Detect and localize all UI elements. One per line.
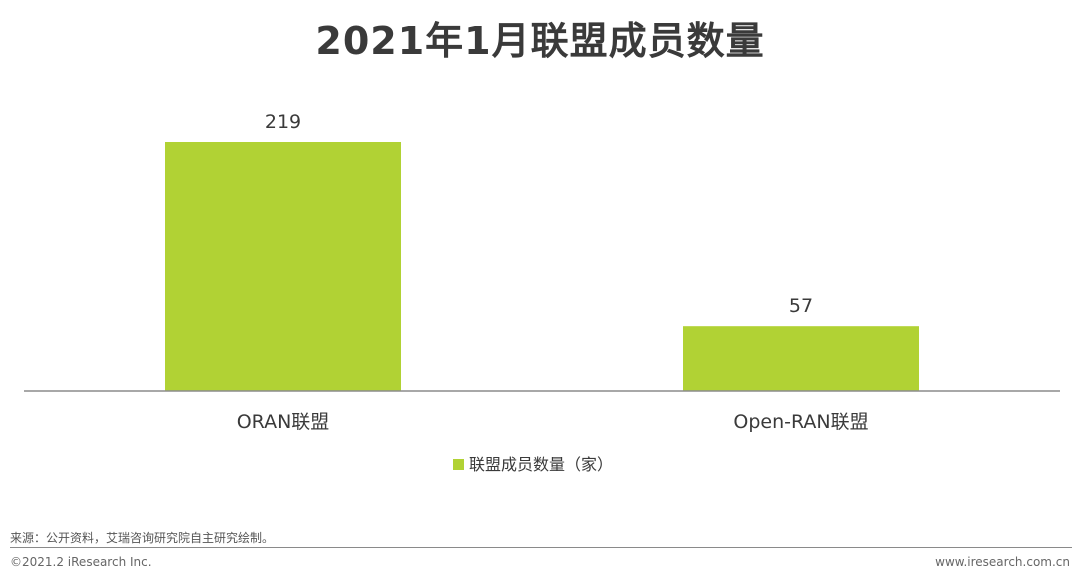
bar-chart: 219 ORAN联盟 57 Open-RAN联盟 联盟成员数量（家） xyxy=(0,0,1080,520)
category-label-1: Open-RAN联盟 xyxy=(733,411,868,433)
footer-divider xyxy=(10,547,1072,548)
legend-swatch xyxy=(453,459,464,470)
category-label-0: ORAN联盟 xyxy=(237,411,330,433)
website-url[interactable]: www.iresearch.com.cn xyxy=(935,555,1070,569)
copyright-text: ©2021.2 iResearch Inc. xyxy=(10,555,152,569)
source-note: 来源：公开资料，艾瑞咨询研究院自主研究绘制。 xyxy=(10,529,274,546)
bar-0 xyxy=(165,142,401,391)
bar-1 xyxy=(683,326,919,391)
legend-label: 联盟成员数量（家） xyxy=(469,455,613,474)
data-label-1: 57 xyxy=(789,295,813,317)
data-label-0: 219 xyxy=(265,111,301,133)
